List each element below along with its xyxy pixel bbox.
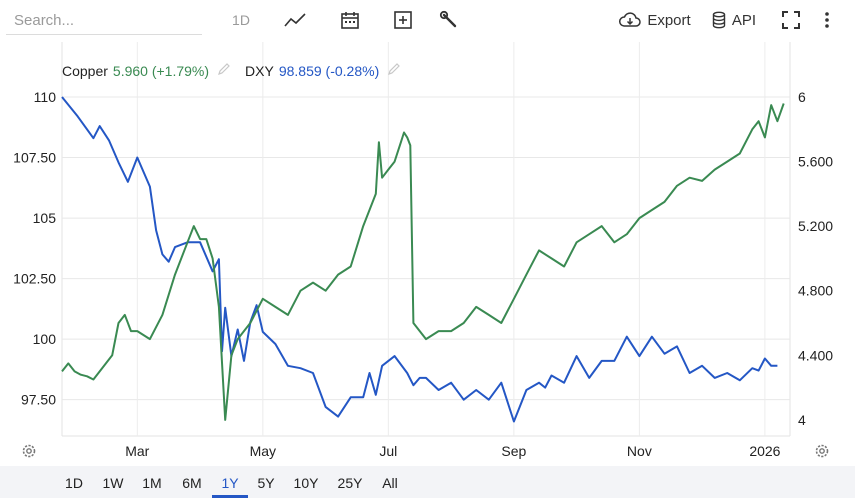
plus-box-icon[interactable] (392, 8, 414, 32)
x-tick-label: May (250, 443, 276, 459)
range-10y-button[interactable]: 10Y (293, 475, 319, 491)
left-tick-label: 102.50 (13, 271, 56, 287)
left-tick-label: 107.50 (13, 150, 56, 166)
range-1y-button[interactable]: 1Y (212, 466, 248, 498)
right-tick-label: 4 (798, 412, 806, 428)
edit-dxy-icon[interactable] (387, 62, 401, 79)
left-tick-label: 110 (34, 89, 57, 105)
series-line-copper (61, 103, 785, 421)
range-25y-button[interactable]: 25Y (337, 475, 363, 491)
range-all-button[interactable]: All (382, 475, 398, 491)
line-chart-icon[interactable] (283, 8, 307, 32)
right-tick-label: 4.400 (798, 347, 833, 363)
x-tick-label: Nov (627, 443, 652, 459)
range-1d-button[interactable]: 1D (65, 475, 83, 491)
x-tick-label: Mar (125, 443, 149, 459)
left-tick-label: 97.50 (21, 392, 56, 408)
database-icon (712, 11, 726, 29)
api-label: API (731, 11, 757, 29)
right-tick-label: 4.800 (798, 283, 833, 299)
range-selector: 1D 1W 1M 6M 1Y 5Y 10Y 25Y All (0, 466, 855, 498)
chart-canvas: 110 107.50 105 102.50 100 97.50 6 5.600 5.200 4.… (13, 42, 833, 459)
chart-legend: Copper 5.960 (+1.79%) DXY 98.859 (-0.28%… (62, 62, 415, 79)
more-vertical-icon[interactable] (818, 8, 836, 32)
range-5y-button[interactable]: 5Y (257, 475, 275, 491)
interval-button[interactable]: 1D (232, 12, 250, 28)
range-6m-button[interactable]: 6M (182, 475, 202, 491)
right-tick-label: 6 (798, 89, 806, 105)
search-input[interactable] (6, 7, 202, 35)
left-tick-label: 100 (33, 331, 57, 347)
wrench-icon[interactable] (438, 8, 460, 32)
series-line-dxy (61, 96, 778, 423)
left-axis: 110 107.50 105 102.50 100 97.50 (13, 89, 56, 408)
cloud-download-icon (619, 12, 642, 28)
left-axis-settings-icon[interactable] (20, 442, 38, 460)
edit-copper-icon[interactable] (217, 62, 231, 79)
range-1w-button[interactable]: 1W (102, 475, 124, 491)
top-toolbar: 1D Export API (0, 0, 855, 40)
calendar-icon[interactable] (339, 8, 361, 32)
legend-dxy-value: 98.859 (-0.28%) (278, 62, 380, 79)
right-axis: 6 5.600 5.200 4.800 4.400 4 (798, 89, 833, 428)
export-label: Export (647, 11, 691, 29)
legend-copper-name: Copper (62, 62, 108, 79)
fullscreen-icon[interactable] (780, 8, 802, 32)
right-tick-label: 5.200 (798, 218, 833, 234)
x-axis: Mar May Jul Sep Nov 2026 (125, 443, 780, 459)
chart-series (61, 96, 785, 423)
right-axis-settings-icon[interactable] (813, 442, 831, 460)
legend-copper-value: 5.960 (+1.79%) (112, 62, 210, 79)
x-tick-label: Jul (379, 443, 397, 459)
right-tick-label: 5.600 (798, 154, 833, 170)
x-tick-label: Sep (501, 443, 526, 459)
legend-dxy-name: DXY (245, 62, 274, 79)
api-button[interactable]: API (710, 8, 758, 32)
left-tick-label: 105 (33, 210, 57, 226)
export-button[interactable]: Export (618, 8, 692, 32)
range-1m-button[interactable]: 1M (142, 475, 162, 491)
x-tick-label: 2026 (749, 443, 780, 459)
chart-grid (61, 42, 791, 437)
